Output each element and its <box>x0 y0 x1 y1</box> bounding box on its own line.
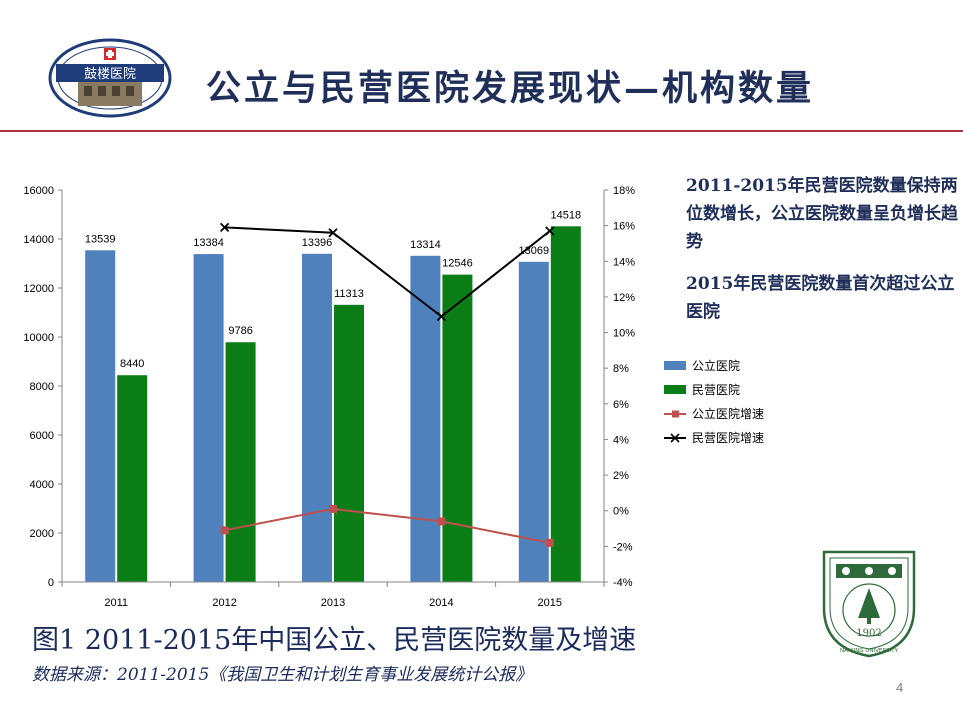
data-labels: 13539 13384 13396 13314 13069 8440 9786 11313 12… <box>85 209 581 370</box>
y-right-tick-label: 4% <box>613 434 629 446</box>
marker-square <box>220 526 229 535</box>
note-growth-trend: 2011-2015年民营医院数量保持两位数增长，公立医院数量呈负增长趋势 <box>686 176 958 252</box>
nanjing-university-seal: 1902 NANJING UNIVERSITY <box>822 550 916 658</box>
x-tick-label: 2013 <box>321 597 345 609</box>
marker-square <box>545 538 554 547</box>
y-left-tick-label: 4000 <box>30 479 54 491</box>
bar-private <box>550 226 581 582</box>
bar-series <box>85 226 581 582</box>
hospital-count-chart: 0 2000 4000 6000 8000 10000 12000 14000 16000 -4… <box>23 185 764 609</box>
y-left-tick-label: 12000 <box>23 283 54 295</box>
data-source: 数据来源：2011-2015《我国卫生和计划生育事业发展统计公报》 <box>32 665 533 685</box>
marker-square <box>329 504 337 513</box>
data-label: 13314 <box>410 239 441 251</box>
seal-year: 1902 <box>856 628 881 639</box>
y-right-tick-label: -4% <box>613 577 633 589</box>
x-tick-label: 2012 <box>212 597 236 609</box>
x-tick-label: 2015 <box>538 597 562 609</box>
x-tick-label: 2014 <box>429 597 453 609</box>
y-axis-right: -4% -2% 0% 2% 4% 6% 8% 10% 12% 14% 16% 18% <box>603 185 635 589</box>
data-label: 12546 <box>442 258 473 270</box>
line-private-growth <box>224 226 551 318</box>
legend-marker <box>670 433 680 443</box>
y-axis-left: 0 2000 4000 6000 8000 10000 12000 14000 16000 <box>23 185 63 589</box>
y-left-tick-label: 0 <box>48 577 54 589</box>
y-left-tick-label: 10000 <box>23 332 54 344</box>
bar-private <box>334 304 364 582</box>
data-label: 13539 <box>85 233 116 245</box>
x-tick-label: 2011 <box>104 597 128 609</box>
header-divider <box>0 130 963 132</box>
marker-square <box>437 517 446 526</box>
note-2015-milestone: 2015年民营医院数量首次超过公立医院 <box>686 274 955 322</box>
bar-private <box>117 375 148 582</box>
y-left-tick-label: 6000 <box>30 430 54 442</box>
data-label: 9786 <box>228 325 252 337</box>
legend-label: 民营医院 <box>692 383 740 397</box>
line-series <box>219 222 555 547</box>
hospital-logo: 鼓楼医院 <box>48 38 172 118</box>
data-label: 11313 <box>334 288 364 300</box>
bar-public <box>518 261 549 582</box>
figure-caption: 图1 2011-2015年中国公立、民营医院数量及增速 <box>32 625 637 656</box>
data-label: 13384 <box>193 237 224 249</box>
bar-private <box>442 274 473 582</box>
slide-title: 公立与民营医院发展现状—机构数量 <box>206 68 815 109</box>
page-number: 4 <box>896 680 904 695</box>
bar-public <box>85 250 116 582</box>
legend-swatch <box>664 385 686 394</box>
data-label: 14518 <box>551 209 582 221</box>
legend-label: 民营医院增速 <box>692 431 764 445</box>
legend-label: 公立医院 <box>692 358 740 373</box>
data-label: 13396 <box>302 237 333 249</box>
y-left-tick-label: 14000 <box>23 234 54 246</box>
notes-panel: 2011-2015年民营医院数量保持两位数增长，公立医院数量呈负增长趋势 201… <box>686 172 958 326</box>
legend-marker <box>672 410 679 418</box>
y-right-tick-label: 2% <box>613 470 629 482</box>
bar-public <box>193 254 224 582</box>
x-axis: 2011 2012 2013 2014 2015 <box>61 581 605 609</box>
y-right-tick-label: 6% <box>613 399 629 411</box>
bar-public <box>302 253 332 582</box>
legend-swatch <box>664 361 686 370</box>
marker-x <box>219 222 230 233</box>
bar-public <box>410 255 441 582</box>
legend-label: 公立医院增速 <box>692 406 764 421</box>
marker-x <box>328 228 338 238</box>
y-left-tick-label: 8000 <box>30 381 54 393</box>
y-right-tick-label: 16% <box>613 221 635 233</box>
marker-x <box>545 226 555 236</box>
y-right-tick-label: -2% <box>613 541 633 553</box>
y-right-tick-label: 8% <box>613 363 629 375</box>
data-label: 8440 <box>120 358 144 370</box>
seal-text: NANJING UNIVERSITY <box>840 648 899 654</box>
logo-text: 鼓楼医院 <box>84 67 136 82</box>
marker-x <box>436 311 447 322</box>
y-right-tick-label: 12% <box>613 292 635 304</box>
y-right-tick-label: 0% <box>613 506 629 518</box>
y-right-tick-label: 10% <box>613 328 635 340</box>
y-right-tick-label: 18% <box>613 185 635 197</box>
y-left-tick-label: 16000 <box>23 185 54 197</box>
data-label: 13069 <box>519 245 550 257</box>
y-right-tick-label: 14% <box>613 256 635 268</box>
y-left-tick-label: 2000 <box>30 528 54 540</box>
line-public-growth <box>224 507 550 544</box>
bar-private <box>225 342 256 582</box>
